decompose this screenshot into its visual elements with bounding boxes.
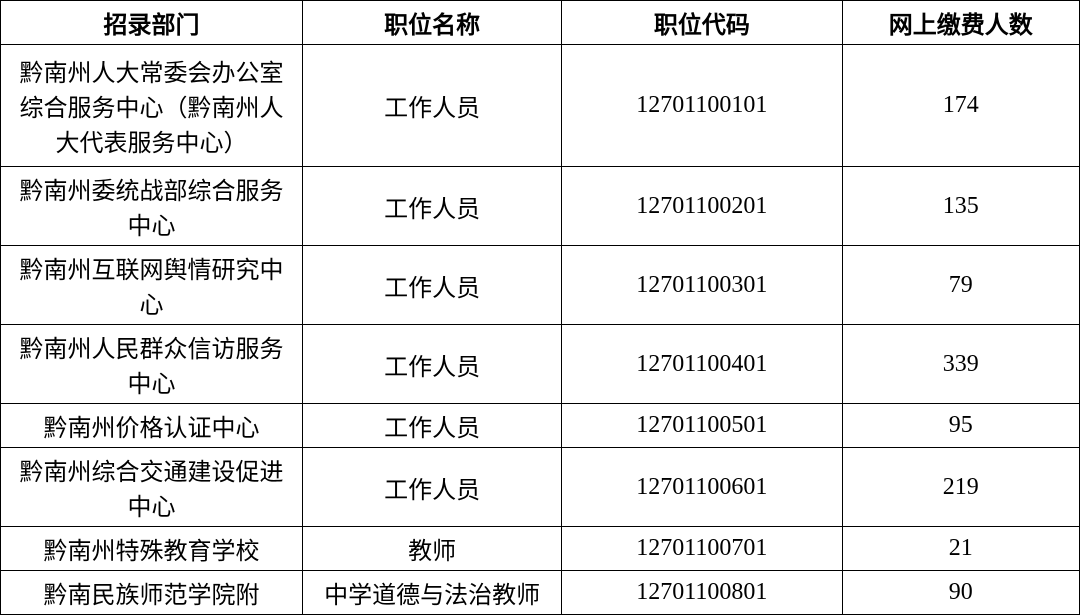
- cell-code: 12701100201: [562, 167, 843, 246]
- cell-position: 工作人员: [303, 404, 562, 448]
- cell-dept: 黔南州特殊教育学校: [1, 527, 303, 571]
- cell-position: 工作人员: [303, 45, 562, 167]
- table-row: 黔南州特殊教育学校 教师 12701100701 21: [1, 527, 1080, 571]
- cell-code: 12701100401: [562, 325, 843, 404]
- cell-code: 12701100801: [562, 571, 843, 615]
- table-row: 黔南州综合交通建设促进中心 工作人员 12701100601 219: [1, 448, 1080, 527]
- table-row: 黔南州委统战部综合服务中心 工作人员 12701100201 135: [1, 167, 1080, 246]
- cell-position: 中学道德与法治教师: [303, 571, 562, 615]
- table-row: 黔南民族师范学院附 中学道德与法治教师 12701100801 90: [1, 571, 1080, 615]
- table-body: 黔南州人大常委会办公室综合服务中心（黔南州人大代表服务中心） 工作人员 1270…: [1, 45, 1080, 615]
- table-row: 黔南州人大常委会办公室综合服务中心（黔南州人大代表服务中心） 工作人员 1270…: [1, 45, 1080, 167]
- cell-code: 12701100501: [562, 404, 843, 448]
- cell-dept: 黔南州人大常委会办公室综合服务中心（黔南州人大代表服务中心）: [1, 45, 303, 167]
- cell-position: 工作人员: [303, 325, 562, 404]
- header-row: 招录部门 职位名称 职位代码 网上缴费人数: [1, 1, 1080, 45]
- cell-count: 339: [842, 325, 1079, 404]
- header-dept: 招录部门: [1, 1, 303, 45]
- cell-dept: 黔南州综合交通建设促进中心: [1, 448, 303, 527]
- cell-count: 135: [842, 167, 1079, 246]
- cell-code: 12701100101: [562, 45, 843, 167]
- cell-count: 95: [842, 404, 1079, 448]
- cell-code: 12701100301: [562, 246, 843, 325]
- cell-dept: 黔南州互联网舆情研究中心: [1, 246, 303, 325]
- table-row: 黔南州互联网舆情研究中心 工作人员 12701100301 79: [1, 246, 1080, 325]
- header-position: 职位名称: [303, 1, 562, 45]
- cell-count: 21: [842, 527, 1079, 571]
- header-code: 职位代码: [562, 1, 843, 45]
- cell-position: 教师: [303, 527, 562, 571]
- header-count: 网上缴费人数: [842, 1, 1079, 45]
- table-row: 黔南州价格认证中心 工作人员 12701100501 95: [1, 404, 1080, 448]
- cell-count: 174: [842, 45, 1079, 167]
- cell-code: 12701100701: [562, 527, 843, 571]
- cell-count: 90: [842, 571, 1079, 615]
- cell-count: 219: [842, 448, 1079, 527]
- table-row: 黔南州人民群众信访服务中心 工作人员 12701100401 339: [1, 325, 1080, 404]
- cell-code: 12701100601: [562, 448, 843, 527]
- cell-dept: 黔南州委统战部综合服务中心: [1, 167, 303, 246]
- cell-position: 工作人员: [303, 246, 562, 325]
- cell-dept: 黔南州人民群众信访服务中心: [1, 325, 303, 404]
- recruitment-table: 招录部门 职位名称 职位代码 网上缴费人数 黔南州人大常委会办公室综合服务中心（…: [0, 0, 1080, 615]
- cell-count: 79: [842, 246, 1079, 325]
- cell-position: 工作人员: [303, 448, 562, 527]
- cell-position: 工作人员: [303, 167, 562, 246]
- cell-dept: 黔南民族师范学院附: [1, 571, 303, 615]
- cell-dept: 黔南州价格认证中心: [1, 404, 303, 448]
- table-header: 招录部门 职位名称 职位代码 网上缴费人数: [1, 1, 1080, 45]
